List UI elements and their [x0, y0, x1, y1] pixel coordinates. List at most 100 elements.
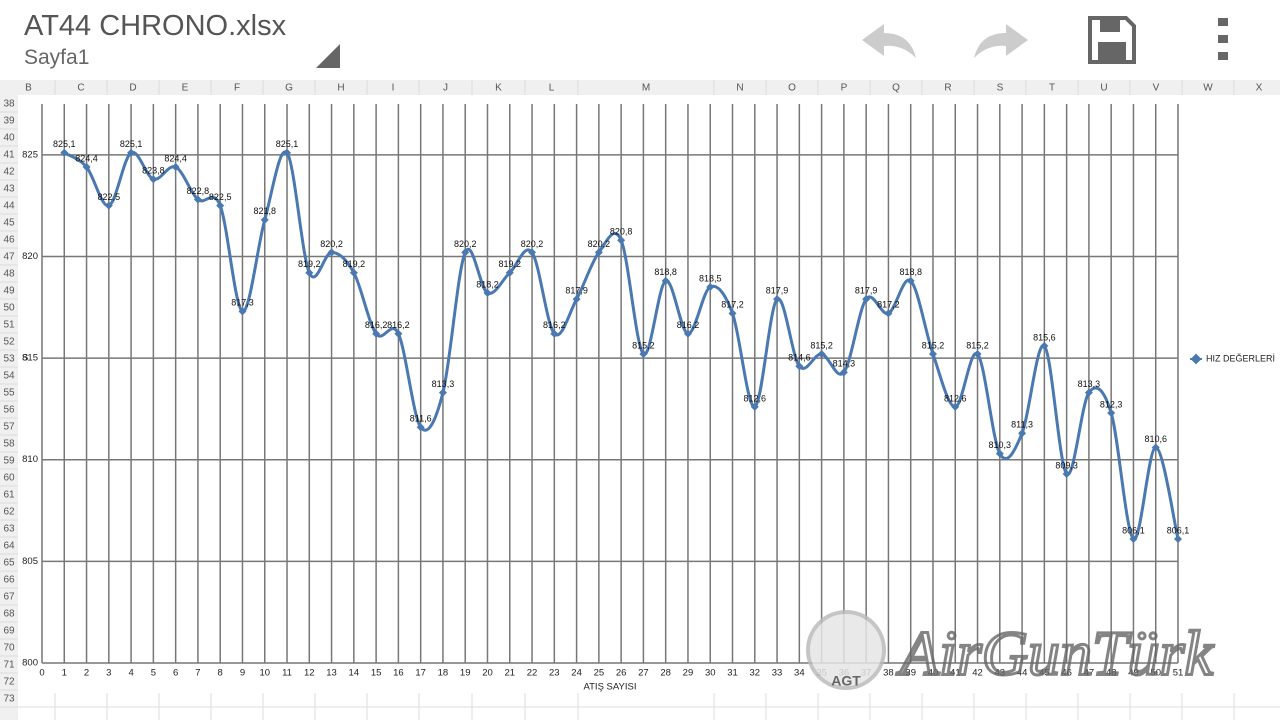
- x-tick-label: 18: [438, 668, 449, 679]
- column-header: V: [1153, 83, 1160, 94]
- data-point: [817, 350, 826, 359]
- data-point: [1107, 408, 1116, 417]
- x-tick-label: 40: [928, 668, 939, 679]
- x-tick-label: 1: [62, 668, 67, 679]
- x-tick-label: 31: [727, 668, 738, 679]
- data-label: 810,3: [989, 440, 1012, 450]
- data-point: [928, 350, 937, 359]
- data-label: 822,5: [209, 192, 232, 202]
- data-label: 819,2: [298, 259, 321, 269]
- y-axis-title: S: [22, 353, 28, 364]
- data-point: [528, 248, 537, 257]
- sheet-name[interactable]: Sayfa1: [24, 46, 90, 69]
- row-header: 68: [3, 609, 15, 620]
- y-tick-label: 805: [22, 556, 38, 567]
- data-point: [416, 423, 425, 432]
- data-label: 806,1: [1122, 525, 1145, 535]
- row-header: 41: [3, 150, 15, 161]
- column-header: K: [495, 83, 502, 94]
- x-tick-label: 14: [349, 668, 360, 679]
- data-label: 820,2: [521, 239, 544, 249]
- data-point: [550, 329, 559, 338]
- x-tick-label: 38: [883, 668, 894, 679]
- row-header: 54: [3, 371, 15, 382]
- x-tick-label: 42: [972, 668, 983, 679]
- row-header: 64: [3, 541, 15, 552]
- data-label: 822,5: [98, 192, 121, 202]
- data-point: [349, 268, 358, 277]
- save[interactable]: [1088, 16, 1136, 64]
- data-point: [372, 329, 381, 338]
- data-label: 825,1: [53, 139, 76, 149]
- x-tick-label: 27: [638, 668, 649, 679]
- y-tick-label: 800: [22, 658, 38, 669]
- legend-label: HIZ DEĞERLERİ: [1206, 353, 1275, 363]
- column-header: D: [129, 83, 136, 94]
- x-tick-label: 0: [39, 668, 44, 679]
- row-header: 69: [3, 626, 15, 637]
- data-label: 818,8: [899, 267, 922, 277]
- undo[interactable]: [862, 24, 916, 58]
- column-header: L: [549, 83, 555, 94]
- row-header: 44: [3, 201, 15, 212]
- data-point: [283, 148, 292, 157]
- data-point: [238, 307, 247, 316]
- row-header: 57: [3, 422, 15, 433]
- data-label: 823,8: [142, 166, 165, 176]
- data-point: [862, 295, 871, 304]
- x-tick-label: 15: [371, 668, 382, 679]
- data-label: 817,2: [721, 300, 744, 310]
- data-point: [884, 309, 893, 318]
- column-header: W: [1203, 83, 1213, 94]
- x-tick-label: 19: [460, 668, 471, 679]
- data-label: 813,3: [432, 379, 455, 389]
- x-tick-label: 33: [772, 668, 783, 679]
- data-point: [639, 350, 648, 359]
- x-tick-label: 44: [1017, 668, 1028, 679]
- data-point: [483, 289, 492, 298]
- data-label: 809,3: [1055, 460, 1078, 470]
- data-label: 819,2: [498, 259, 521, 269]
- data-label: 816,2: [387, 320, 410, 330]
- data-label: 820,2: [588, 239, 611, 249]
- data-point: [995, 449, 1004, 458]
- x-tick-label: 49: [1128, 668, 1139, 679]
- data-point: [127, 148, 136, 157]
- x-axis-title: ATIŞ SAYISI: [584, 682, 637, 693]
- watermark-logo: [806, 610, 886, 690]
- row-header: 45: [3, 218, 15, 229]
- data-label: 817,9: [855, 286, 878, 296]
- x-tick-label: 47: [1084, 668, 1095, 679]
- data-label: 825,1: [276, 139, 299, 149]
- toolbar-icons: [316, 16, 1228, 68]
- x-tick-label: 41: [950, 668, 961, 679]
- sheet-menu-arrow[interactable]: [316, 44, 340, 68]
- data-point: [60, 148, 69, 157]
- row-header: 51: [3, 320, 15, 331]
- x-tick-label: 50: [1150, 668, 1161, 679]
- data-point: [728, 309, 737, 318]
- x-tick-label: 22: [527, 668, 538, 679]
- column-header: N: [736, 83, 743, 94]
- data-label: 822,8: [187, 186, 210, 196]
- data-label: 816,2: [543, 320, 566, 330]
- x-tick-label: 46: [1061, 668, 1072, 679]
- column-header: B: [25, 83, 32, 94]
- data-label: 810,6: [1144, 434, 1167, 444]
- column-header: I: [392, 83, 395, 94]
- data-label: 815,6: [1033, 332, 1056, 342]
- x-tick-label: 21: [504, 668, 515, 679]
- row-header: 55: [3, 388, 15, 399]
- x-tick-label: 10: [259, 668, 270, 679]
- x-tick-label: 28: [660, 668, 671, 679]
- data-point: [305, 268, 314, 277]
- data-label: 811,3: [1011, 420, 1033, 430]
- watermark-logo-text: AGT: [831, 673, 861, 689]
- row-header: 59: [3, 456, 15, 467]
- more-menu[interactable]: [1218, 18, 1228, 60]
- row-header: 52: [3, 337, 15, 348]
- data-point: [1040, 341, 1049, 350]
- redo[interactable]: [974, 24, 1028, 58]
- column-header: S: [997, 83, 1004, 94]
- data-label: 820,8: [610, 227, 633, 237]
